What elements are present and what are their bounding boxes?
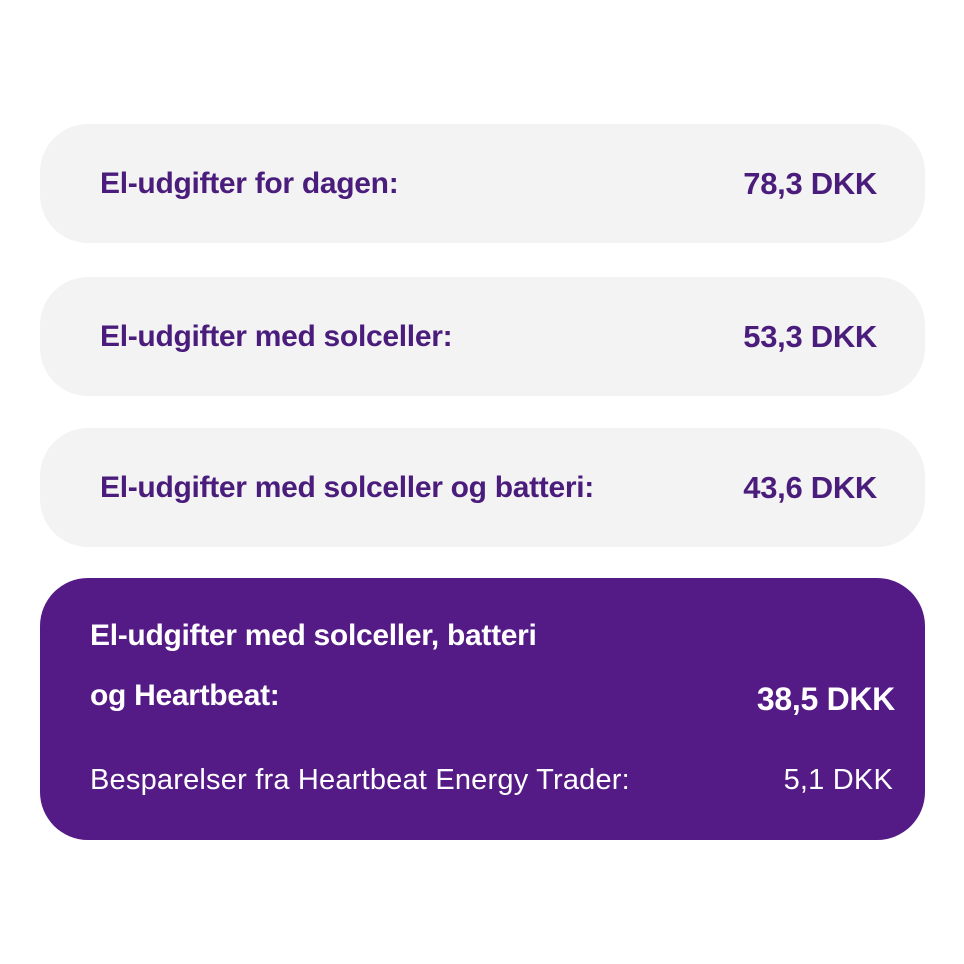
heartbeat-savings-label: Besparelser fra Heartbeat Energy Trader: xyxy=(90,764,630,796)
cost-row-solar-battery: El-udgifter med solceller og batteri: 43… xyxy=(40,428,925,547)
cost-row-heartbeat-highlight: El-udgifter med solceller, batteri og He… xyxy=(40,578,925,840)
heartbeat-cost-label-line1: El-udgifter med solceller, batteri xyxy=(90,619,537,652)
heartbeat-savings-row: Besparelser fra Heartbeat Energy Trader:… xyxy=(90,764,895,797)
cost-row-solar-value: 53,3 DKK xyxy=(743,318,877,354)
heartbeat-savings-value: 5,1 DKK xyxy=(783,764,893,796)
cost-row-today-value: 78,3 DKK xyxy=(743,165,877,201)
cost-row-solar: El-udgifter med solceller: 53,3 DKK xyxy=(40,277,925,396)
cost-row-solar-battery-label: El-udgifter med solceller og batteri: xyxy=(100,470,594,504)
cost-row-solar-battery-value: 43,6 DKK xyxy=(743,469,877,505)
cost-row-today: El-udgifter for dagen: 78,3 DKK xyxy=(40,124,925,243)
heartbeat-cost-value: 38,5 DKK xyxy=(756,681,895,717)
heartbeat-cost-row: El-udgifter med solceller, batteri og He… xyxy=(90,606,895,726)
cost-row-today-label: El-udgifter for dagen: xyxy=(100,166,399,200)
heartbeat-cost-label: El-udgifter med solceller, batteri og He… xyxy=(90,606,537,726)
cost-row-solar-label: El-udgifter med solceller: xyxy=(100,319,453,353)
heartbeat-cost-label-line2: og Heartbeat: xyxy=(90,679,280,712)
